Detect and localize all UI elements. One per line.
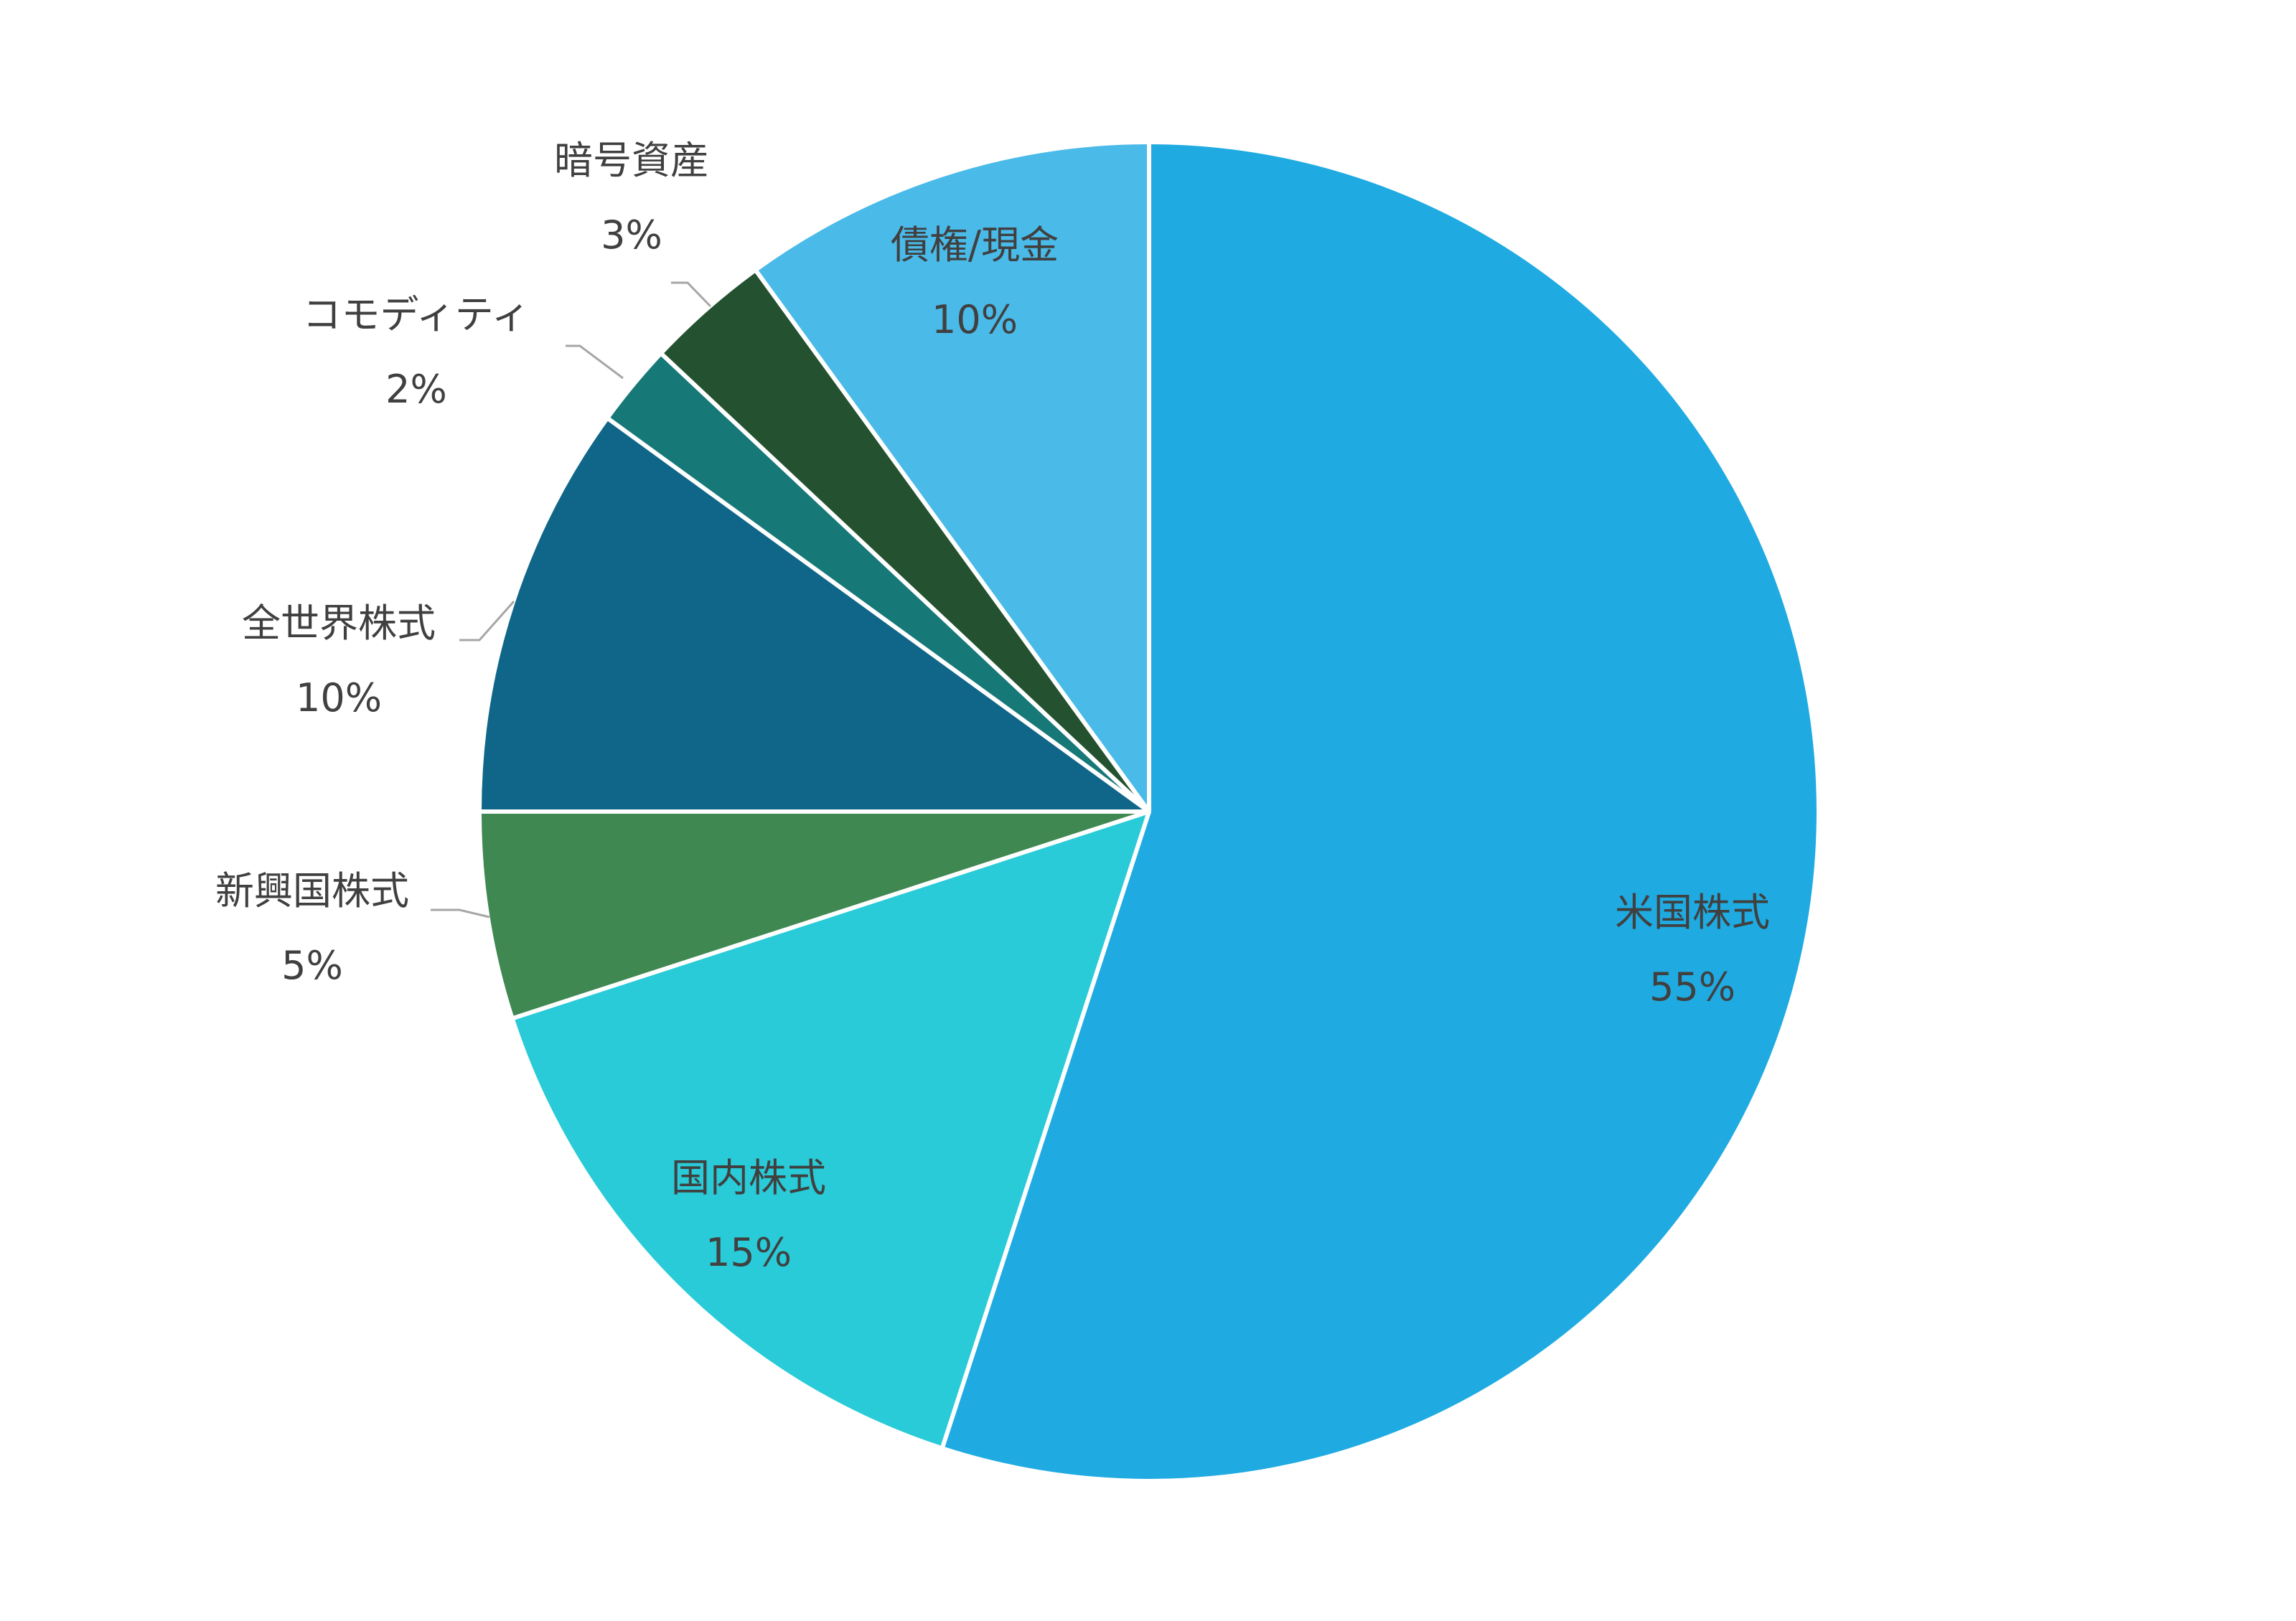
slice-percent-label: 15%: [706, 1230, 792, 1275]
slice-category-label: 債権/現金: [891, 222, 1059, 268]
slice-category-label: 暗号資産: [554, 138, 709, 183]
leader-line: [431, 908, 490, 918]
slice-percent-label: 10%: [296, 675, 382, 720]
pie-slices: [477, 140, 1821, 1483]
slice-category-label: 新興国株式: [215, 868, 409, 913]
slice-category-label: 全世界株式: [242, 601, 436, 646]
pie-slice: [510, 809, 1151, 1451]
pie-labels: 米国株式 55% 国内株式 15% 新興国株式 5% 全世界株式 10% コモディティ 2% 暗号資…: [215, 138, 1770, 1275]
slice-percent-label: 3%: [601, 212, 662, 258]
slice-percent-label: 10%: [932, 297, 1018, 342]
slice-percent-label: 2%: [385, 367, 447, 412]
pie-slice: [940, 140, 1821, 1483]
slice-percent-label: 5%: [281, 943, 343, 988]
slice-category-label: 米国株式: [1615, 890, 1770, 935]
leader-line: [459, 601, 515, 642]
leader-line: [671, 281, 712, 308]
slice-category-label: コモディティ: [303, 292, 530, 337]
slice-category-label: 国内株式: [671, 1155, 826, 1201]
leader-line: [566, 344, 624, 380]
slice-percent-label: 55%: [1649, 964, 1735, 1010]
pie-slice: [753, 140, 1151, 814]
